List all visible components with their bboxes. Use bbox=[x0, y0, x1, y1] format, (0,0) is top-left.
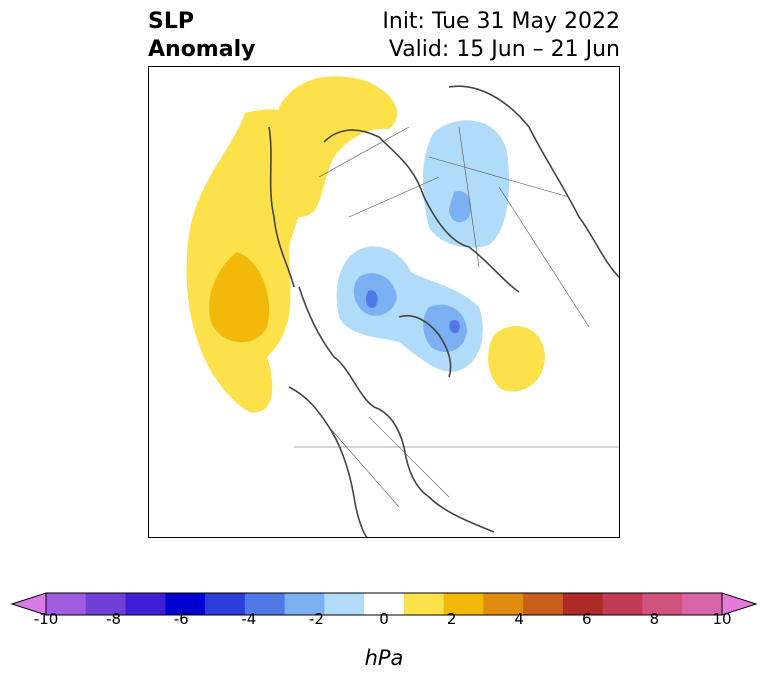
colorbar-bin bbox=[165, 593, 206, 615]
init-date: Init: Tue 31 May 2022 bbox=[382, 9, 620, 34]
forecast-info: Init: Tue 31 May 2022 Valid: 15 Jun – 21… bbox=[382, 8, 620, 64]
colorbar-tick-label: 8 bbox=[650, 610, 660, 625]
negative-anomaly-arctic bbox=[336, 246, 483, 372]
negative-anomaly-europe bbox=[422, 120, 510, 248]
colorbar-bin bbox=[244, 593, 286, 615]
colorbar-tick-label: 4 bbox=[514, 610, 524, 625]
colorbar-bin bbox=[562, 593, 604, 615]
positive-anomaly-atlantic bbox=[488, 326, 545, 392]
colorbar-tick-label: -10 bbox=[34, 610, 59, 625]
country-borders bbox=[294, 126, 619, 508]
colorbar-bin bbox=[125, 593, 166, 615]
map-panel bbox=[148, 66, 620, 538]
colorbar-bin bbox=[46, 593, 87, 615]
colorbar-segments bbox=[10, 592, 758, 616]
colorbar-bin bbox=[284, 593, 325, 615]
colorbar-bin bbox=[443, 593, 484, 615]
colorbar-tick-label: -4 bbox=[241, 610, 256, 625]
colorbar-tick-label: -6 bbox=[174, 610, 189, 625]
colorbar-bin bbox=[364, 593, 405, 615]
negative-anomaly-arctic-core-b bbox=[449, 320, 460, 334]
negative-anomaly-arctic-core bbox=[365, 290, 378, 308]
colorbar-bin bbox=[523, 593, 564, 615]
colorbar-outline bbox=[45, 592, 723, 616]
colorbar-tick-label: -8 bbox=[106, 610, 121, 625]
negative-anomaly-europe-core bbox=[449, 191, 472, 223]
colorbar-tick-label: -2 bbox=[309, 610, 324, 625]
colorbar-bin bbox=[682, 593, 723, 615]
colorbar-tick-label: 0 bbox=[379, 610, 389, 625]
colorbar-tick-label: 10 bbox=[712, 610, 731, 625]
coastlines bbox=[268, 85, 619, 537]
positive-anomaly-pacific-core bbox=[209, 252, 270, 343]
polar-map bbox=[186, 76, 619, 537]
title-line-2: Anomaly bbox=[148, 37, 256, 62]
colorbar-bin bbox=[324, 593, 365, 615]
valid-range: Valid: 15 Jun – 21 Jun bbox=[388, 37, 620, 62]
negative-anomaly-arctic-inner-b bbox=[423, 304, 467, 352]
positive-anomaly-siberia bbox=[277, 76, 398, 217]
colorbar-bin bbox=[602, 593, 643, 615]
colorbar-bin bbox=[85, 593, 127, 615]
colorbar-bin bbox=[642, 593, 683, 615]
title-line-1: SLP bbox=[148, 9, 194, 34]
anomaly-fills bbox=[186, 76, 545, 413]
chart-title: SLP Anomaly bbox=[148, 8, 255, 64]
colorbar-tick-label: 6 bbox=[582, 610, 592, 625]
colorbar: -10 -8 -6 -4 -2 0 2 4 6 8 10 bbox=[10, 592, 758, 625]
colorbar-bin bbox=[483, 593, 524, 615]
colorbar-unit-label: hPa bbox=[364, 646, 404, 670]
colorbar-tick-label: 2 bbox=[447, 610, 457, 625]
colorbar-bin bbox=[403, 593, 445, 615]
colorbar-bin bbox=[205, 593, 246, 615]
colorbar-ticks: -10 -8 -6 -4 -2 0 2 4 6 8 10 bbox=[34, 610, 732, 625]
